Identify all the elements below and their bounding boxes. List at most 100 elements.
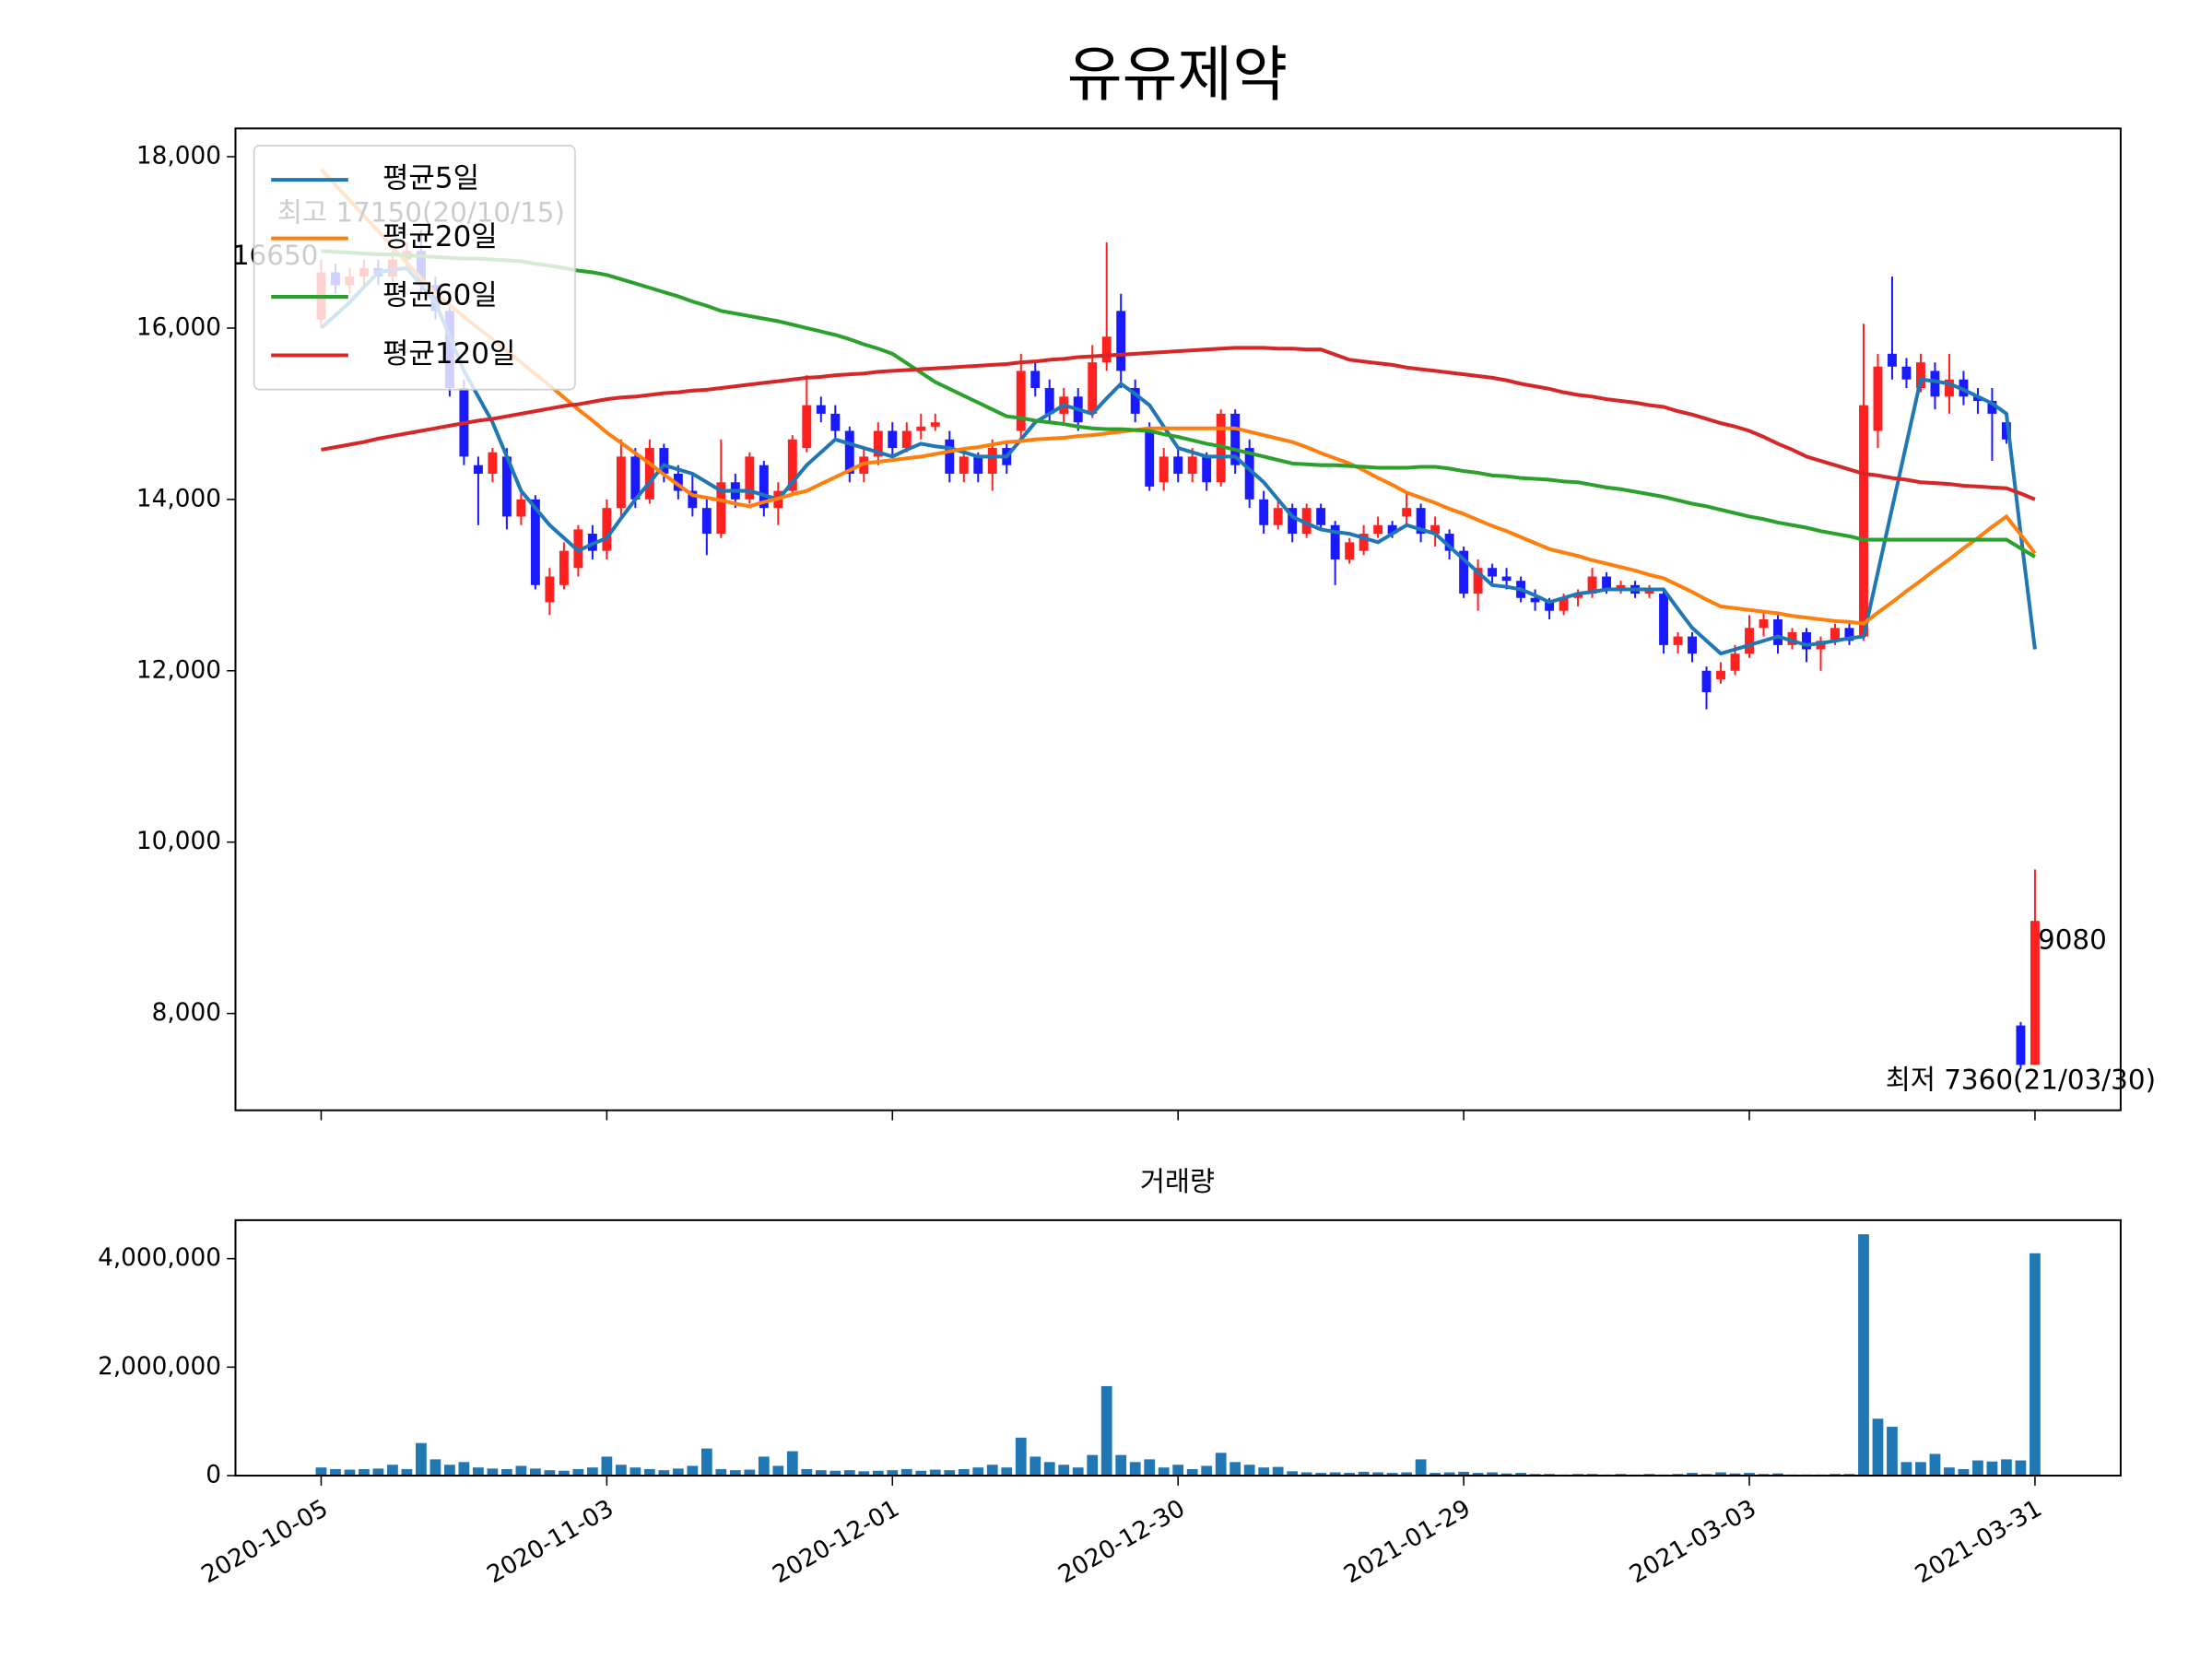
y-tick-label: 0 (206, 1462, 221, 1489)
volume-bar (444, 1465, 455, 1477)
volume-bar (416, 1442, 427, 1477)
volume-bar (1715, 1472, 1726, 1477)
candle-body (1759, 619, 1769, 629)
volume-bar (586, 1467, 598, 1477)
volume-bar (387, 1465, 398, 1477)
volume-bar (1058, 1465, 1070, 1477)
volume-bar (758, 1456, 770, 1477)
legend-label: 평균60일 (382, 279, 498, 312)
volume-bar (729, 1470, 741, 1477)
volume-bar (572, 1468, 584, 1477)
candle-body (1416, 508, 1426, 535)
candle-body (1130, 388, 1140, 414)
volume-bar (1858, 1234, 1869, 1477)
volume-bar (1887, 1427, 1898, 1477)
volume-bar (872, 1470, 884, 1477)
candle-body (787, 439, 797, 491)
volume-bar (1172, 1465, 1184, 1477)
volume-bar (643, 1468, 655, 1477)
volume-bar (843, 1470, 855, 1477)
candle-body (1301, 508, 1312, 535)
candle-body (1859, 405, 1868, 637)
volume-bar (530, 1468, 541, 1477)
candle-body (559, 550, 569, 585)
volume-bar (1430, 1473, 1441, 1477)
ma-line (320, 265, 2037, 656)
volume-bar (558, 1470, 570, 1477)
volume-bar (1258, 1467, 1270, 1477)
volume-bar (1015, 1437, 1027, 1477)
volume-bar (1443, 1472, 1455, 1477)
candle-body (1159, 456, 1169, 483)
price-axes (234, 127, 2122, 1112)
candle-body (959, 456, 969, 474)
candle-body (1373, 524, 1383, 535)
candle-body (2016, 1025, 2026, 1065)
candle-body (973, 456, 983, 474)
volume-bar (1772, 1473, 1783, 1477)
candle-body (916, 426, 926, 431)
candle-body (1459, 550, 1469, 594)
candle-body (501, 456, 512, 517)
candle-body (901, 430, 912, 449)
candle-body (987, 448, 997, 474)
volume-bar (1386, 1473, 1398, 1477)
volume-bar (1744, 1473, 1755, 1477)
volume-bar (359, 1468, 370, 1477)
candle-body (873, 430, 883, 457)
volume-bar (1115, 1454, 1127, 1477)
volume-bar (1401, 1472, 1413, 1477)
volume-bar (687, 1465, 699, 1477)
volume-bar (715, 1468, 727, 1477)
candle-body (1945, 379, 1954, 397)
candle-body (1773, 619, 1783, 645)
candle-body (602, 508, 612, 551)
volume-bar (958, 1468, 970, 1477)
volume-bar (1072, 1467, 1084, 1477)
candle-body (1402, 508, 1412, 517)
candle-body (716, 482, 726, 535)
volume-bar (1958, 1468, 1970, 1477)
candle-body (1444, 534, 1454, 551)
volume-bar (1144, 1459, 1156, 1477)
volume-bar (1472, 1473, 1484, 1477)
volume-bar (2015, 1460, 2027, 1477)
candle-body (488, 452, 498, 474)
y-tick-label: 16,000 (136, 313, 221, 341)
candle-body (1587, 576, 1597, 594)
volume-bar (658, 1470, 670, 1477)
candle-body (1545, 602, 1555, 611)
ma-line (321, 346, 2036, 501)
candle-body (1873, 366, 1883, 431)
candle-body (1273, 508, 1283, 525)
candle-body (1044, 388, 1054, 414)
candle-body (530, 499, 540, 585)
candle-body (1330, 524, 1340, 559)
volume-bar (429, 1459, 441, 1477)
volume-bar (1300, 1472, 1312, 1477)
candle-body (1244, 448, 1254, 500)
candle-body (802, 405, 812, 449)
volume-bar (629, 1467, 641, 1477)
candle-body (1187, 456, 1197, 474)
legend-label: 평균5일 (382, 162, 479, 195)
candle-body (630, 456, 641, 500)
volume-bar (1687, 1473, 1698, 1477)
volume-bar (1329, 1472, 1341, 1477)
candle-body (745, 456, 755, 500)
volume-bar (915, 1470, 927, 1477)
volume-bar (515, 1465, 527, 1477)
volume-bar (986, 1465, 998, 1477)
volume-bar (330, 1468, 341, 1477)
candle-body (1616, 584, 1626, 590)
candle-body (1688, 636, 1697, 654)
candle-body (1345, 542, 1355, 559)
volume-bar (786, 1451, 798, 1477)
volume-bar (1201, 1465, 1213, 1477)
volume-bar (744, 1469, 756, 1477)
volume-bar (972, 1467, 984, 1477)
volume-bar (1944, 1467, 1955, 1477)
candle-body (888, 430, 898, 449)
volume-title: 거래량 (1140, 1166, 1215, 1197)
